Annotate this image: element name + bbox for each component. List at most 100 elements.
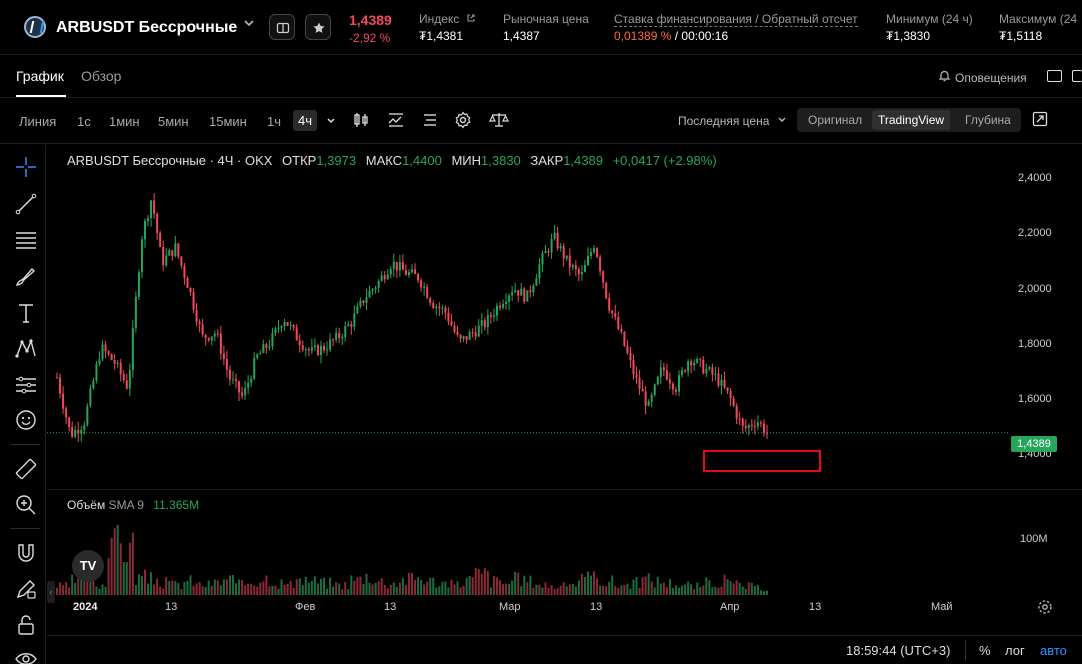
zoom-in-icon[interactable]: [14, 493, 38, 517]
log-scale-toggle[interactable]: лог: [1005, 643, 1025, 658]
volume-bar: [699, 587, 702, 595]
view-depth[interactable]: Глубина: [965, 113, 1011, 127]
candle-body: [143, 220, 146, 240]
volume-bar: [250, 583, 253, 595]
volume-bar: [565, 586, 568, 595]
crosshair-icon[interactable]: [14, 155, 38, 179]
volume-bar: [134, 585, 137, 595]
bell-icon: [938, 70, 951, 82]
candle-body: [714, 373, 717, 375]
pair-title[interactable]: ARBUSDT Бессрочные: [56, 19, 238, 36]
volume-bar: [71, 574, 74, 595]
candle-body: [201, 324, 204, 335]
ruler-icon[interactable]: [14, 457, 38, 481]
fib-lines-icon[interactable]: [14, 228, 38, 252]
volume-bar: [590, 575, 593, 595]
candle-body: [608, 298, 611, 311]
timeframe-1s[interactable]: 1с: [77, 114, 91, 129]
brush-icon[interactable]: [14, 265, 38, 289]
timeframe-1m[interactable]: 1мин: [109, 114, 140, 129]
settings-gear-icon[interactable]: [454, 111, 472, 129]
timeframe-4h[interactable]: 4ч: [293, 110, 318, 131]
volume-bar: [323, 577, 326, 595]
volume-bar: [338, 583, 341, 595]
candles-icon[interactable]: [352, 111, 370, 129]
candle-body: [480, 320, 483, 326]
candle-body: [101, 344, 104, 360]
volume-bar: [344, 582, 347, 595]
clock[interactable]: 18:59:44 (UTC+3): [846, 643, 951, 658]
candle-body: [456, 331, 459, 335]
magnet-icon[interactable]: [14, 541, 38, 565]
emoji-icon[interactable]: [14, 408, 38, 432]
book-button[interactable]: [269, 14, 295, 40]
candle-body: [383, 275, 386, 280]
candle-body: [62, 393, 65, 409]
chevron-down-icon[interactable]: [243, 17, 255, 32]
pencil-lock-icon[interactable]: [14, 577, 38, 601]
tab-chart[interactable]: График: [16, 68, 64, 84]
candle-body: [623, 331, 626, 346]
auto-scale-toggle[interactable]: авто: [1040, 643, 1067, 658]
text-tool-icon[interactable]: [14, 301, 38, 325]
candle-body: [247, 382, 250, 388]
volume-bar: [644, 576, 647, 595]
volume-bar: [732, 583, 735, 595]
indicators-icon[interactable]: [387, 111, 405, 129]
external-link-icon[interactable]: [466, 13, 476, 23]
timeframe-1h[interactable]: 1ч: [267, 114, 282, 129]
candle-body: [283, 322, 286, 327]
tab-overview[interactable]: Обзор: [81, 68, 122, 84]
pattern-icon[interactable]: [14, 337, 38, 361]
axis-settings-icon[interactable]: [1037, 599, 1053, 615]
templates-icon[interactable]: [421, 111, 439, 129]
window-icon[interactable]: [1047, 70, 1062, 82]
price-chart[interactable]: ARBUSDT Бессрочные · 4Ч · OKX ОТКР1,3973…: [47, 145, 1082, 635]
percent-scale-toggle[interactable]: %: [979, 643, 991, 658]
volume-bar: [407, 572, 410, 595]
candle-body: [505, 301, 508, 305]
chart-type-line[interactable]: Линия: [19, 114, 57, 129]
volume-bar: [280, 579, 283, 595]
prediction-icon[interactable]: [14, 373, 38, 397]
favorite-button[interactable]: [305, 14, 331, 40]
scales-icon[interactable]: [489, 111, 509, 129]
tradingview-logo[interactable]: TV: [72, 550, 104, 582]
fullscreen-icon[interactable]: [1032, 111, 1048, 127]
view-original[interactable]: Оригинал: [808, 113, 863, 127]
alerts-button[interactable]: Оповещения: [938, 69, 1027, 85]
x-tick-label: 13: [384, 601, 397, 613]
volume-bar: [538, 584, 541, 595]
volume-bar: [80, 575, 83, 595]
candle-body: [511, 292, 514, 296]
lock-icon[interactable]: [14, 613, 38, 637]
volume-bar: [171, 580, 174, 595]
volume-bar: [647, 573, 650, 595]
stat-funding-label[interactable]: Ставка финансирования / Обратный отсчет: [614, 12, 858, 27]
candlestick-chart[interactable]: [47, 145, 1082, 635]
timeframe-5m[interactable]: 5мин: [158, 114, 189, 129]
candle-body: [347, 324, 350, 326]
window-split-icon[interactable]: [1072, 70, 1082, 82]
candle-body: [586, 255, 589, 266]
volume-bar: [617, 587, 620, 595]
volume-bar: [611, 575, 614, 595]
collapse-panel-button[interactable]: ‹: [47, 581, 55, 603]
volume-bar: [759, 590, 762, 595]
timeframe-15m[interactable]: 15мин: [209, 114, 247, 129]
volume-bar: [347, 589, 350, 595]
pane-divider[interactable]: [47, 489, 1082, 490]
candle-body: [313, 345, 316, 348]
candle-body: [444, 307, 447, 313]
timeframe-chevron-icon[interactable]: [326, 116, 336, 126]
candle-body: [298, 340, 301, 346]
legend-close-label: ЗАКР: [530, 153, 564, 168]
eye-icon[interactable]: [14, 647, 38, 664]
volume-bar: [186, 580, 189, 595]
trend-line-icon[interactable]: [14, 192, 38, 216]
stat-index-value: ₮1,4381: [419, 29, 464, 43]
candle-body: [341, 337, 344, 339]
view-tradingview[interactable]: TradingView: [872, 110, 951, 130]
price-source-select[interactable]: Последняя цена: [678, 114, 787, 128]
candle-body: [198, 322, 201, 325]
